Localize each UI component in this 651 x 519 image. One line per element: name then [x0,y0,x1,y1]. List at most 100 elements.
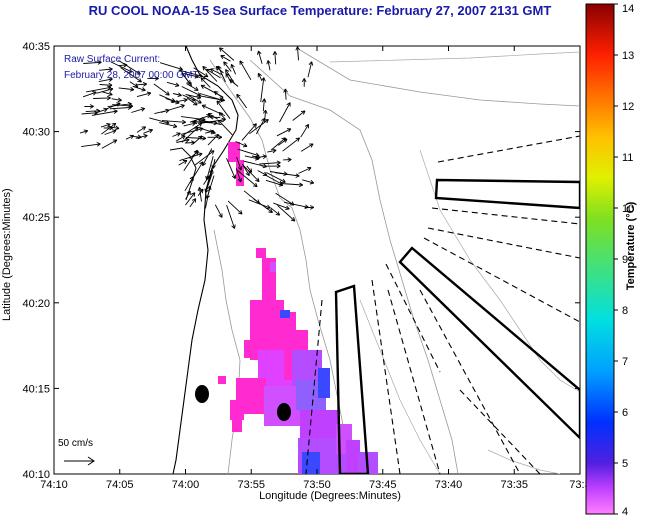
current-vector [206,175,215,199]
current-vector [110,61,133,73]
current-vector [298,167,312,174]
current-vector [198,187,202,202]
radar-box-2 [398,246,580,440]
colorbar-tick-label: 4 [622,506,628,518]
current-vector [104,130,117,135]
colorbar-tick-label: 10 [622,203,634,215]
current-vector [185,190,191,200]
current-vector [218,112,227,120]
colorbar-tick-label: 11 [622,152,633,164]
current-vector [79,130,88,134]
x-ticks: 74:10 74:05 74:00 73:55 73:50 73:45 73:40 73:35… [40,46,591,491]
colorbar-tick-label: 12 [622,101,634,113]
current-vector [270,137,286,151]
current-vector [165,98,176,103]
contour-4 [329,51,580,63]
current-vector [242,164,260,182]
current-vector [193,67,209,78]
current-vector [107,126,120,129]
current-vector [93,97,111,99]
y-tick-label: 40:10 [22,469,50,481]
current-vector [205,172,213,193]
current-vector [229,79,239,87]
current-vector [237,170,258,188]
current-vector [243,190,260,204]
current-vector [186,97,198,106]
current-vector [181,72,191,85]
current-vector [153,83,170,96]
current-vector [189,150,199,159]
current-vector [202,148,213,166]
current-vector [101,139,118,149]
current-vector [212,159,216,169]
current-vector [109,106,132,110]
current-vector [201,104,226,117]
current-vector [83,61,102,64]
current-vector [188,95,202,104]
colorbar-tick-label: 13 [622,50,634,62]
current-vector [183,73,199,78]
current-vector [206,156,214,181]
current-vector [192,121,218,124]
current-vector [135,134,148,139]
current-vector [220,55,231,62]
current-vector [210,68,223,76]
current-vector [98,78,113,83]
current-vector [200,77,211,88]
current-vector [300,124,309,138]
current-vector [186,83,199,91]
x-axis-label: Longitude (Degrees:Minutes) [259,490,401,502]
current-vector [189,161,204,184]
current-vector [242,163,250,176]
current-vector [236,94,248,109]
current-vector [282,137,300,152]
current-vector [199,93,223,101]
current-vector [243,160,267,168]
y-axis-label: Latitude (Degrees:Minutes) [1,188,13,321]
current-vector [172,93,182,96]
current-vector [266,172,286,183]
current-vector [100,123,111,128]
current-vector [135,83,147,86]
current-vector [91,110,118,116]
coastline-inlet [169,147,197,201]
current-vector [300,143,314,152]
current-vector [275,192,295,206]
x-tick-label: 73:50 [303,479,331,491]
current-vector [197,188,204,196]
current-vector [260,77,265,102]
current-vector [181,122,203,137]
current-vector [102,91,113,96]
current-vector [182,94,196,102]
current-vector [262,98,265,112]
current-vector [239,60,252,81]
current-vector [235,168,242,183]
current-vector [257,73,263,81]
current-vector [181,127,199,143]
x-tick-label: 74:10 [40,479,68,491]
current-vector [264,174,283,185]
current-vector [241,123,257,141]
current-vector [270,207,280,216]
current-vector [180,127,204,135]
current-vector [267,60,271,71]
current-vector [226,204,236,229]
current-vector [244,155,260,160]
current-vector [257,50,263,64]
current-vector [202,66,218,82]
current-vector [112,104,133,107]
current-vector [111,98,122,101]
current-vector [249,119,269,135]
x-tick-label: 73:55 [237,479,265,491]
current-vector [125,135,134,140]
y-tick-label: 40:15 [22,383,50,395]
current-vector [207,113,219,120]
colorbar-tick-label: 7 [622,356,628,368]
current-vector [277,204,296,222]
station-marker-2 [277,403,291,421]
current-vector [143,129,153,134]
current-vector [257,170,268,176]
current-vector [118,60,141,75]
current-vector [178,69,203,77]
